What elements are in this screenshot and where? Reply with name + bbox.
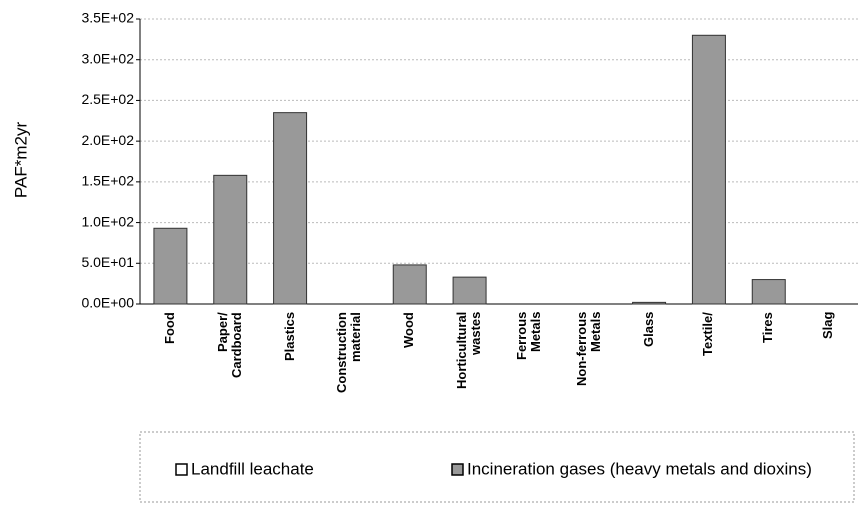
y-tick-label: 2.0E+02 [81, 132, 134, 148]
x-tick-label: Slag [820, 312, 836, 340]
legend-swatch [451, 463, 464, 476]
bar [751, 279, 786, 305]
x-tick-label: Paper/ Cardboard [214, 312, 244, 378]
y-axis-label: PAF*m2yr [11, 122, 30, 199]
x-tick-label: Tires [760, 312, 776, 343]
legend-box [139, 431, 855, 503]
bar [691, 34, 726, 305]
y-tick-label: 3.0E+02 [81, 50, 134, 66]
bar [392, 264, 427, 305]
x-tick-label: Horticultural wastes [454, 312, 484, 390]
x-tick-label: Glass [640, 312, 656, 348]
y-tick-label: 0.0E+00 [81, 295, 134, 311]
x-tick-label: Construction material [334, 312, 364, 393]
x-tick-label: Textile/ [700, 312, 716, 356]
legend-swatch [175, 463, 188, 476]
x-tick-label: Ferrous Metals [513, 312, 543, 361]
x-tick-label: Plastics [281, 312, 297, 362]
legend-label: Landfill leachate [191, 459, 314, 478]
x-tick-label: Wood [401, 312, 417, 348]
y-tick-label: 3.5E+02 [81, 10, 134, 26]
legend-label: Incineration gases (heavy metals and dio… [467, 459, 812, 478]
bar [632, 301, 667, 305]
bar [452, 276, 487, 305]
bar [213, 174, 248, 305]
y-tick-label: 1.0E+02 [81, 213, 134, 229]
y-tick-label: 5.0E+01 [81, 254, 134, 270]
y-tick-label: 2.5E+02 [81, 91, 134, 107]
bar [153, 227, 188, 305]
x-tick-label: Food [161, 312, 177, 344]
bar [273, 112, 308, 305]
y-tick-label: 1.5E+02 [81, 173, 134, 189]
x-tick-label: Non-ferrous Metals [573, 312, 603, 387]
